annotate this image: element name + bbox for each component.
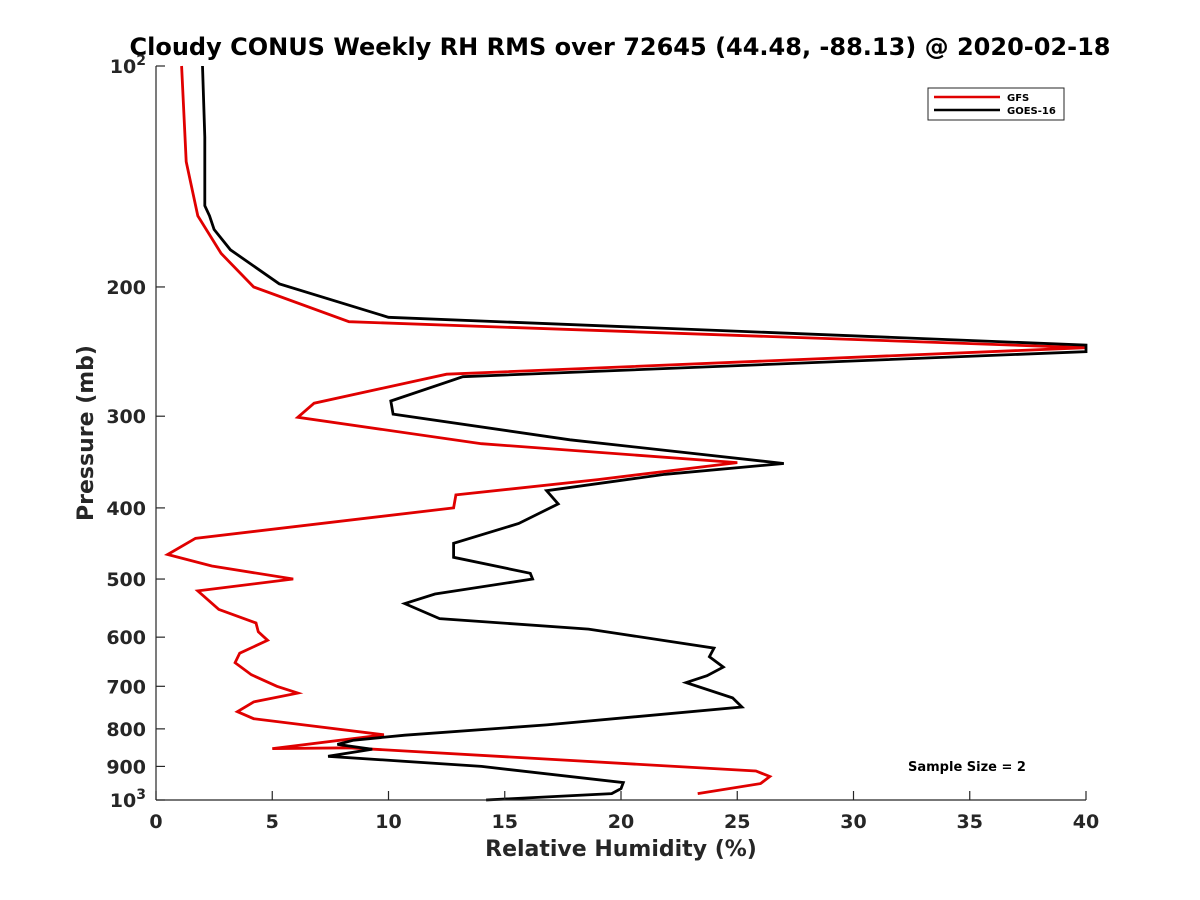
y-tick-label: 600 (106, 627, 146, 649)
x-tick-label: 5 (266, 811, 279, 833)
x-tick-label: 10 (375, 811, 401, 833)
x-tick-label: 35 (957, 811, 983, 833)
x-tick-label: 25 (724, 811, 750, 833)
legend-label-gfs: GFS (1007, 93, 1029, 104)
sample-size-annotation: Sample Size = 2 (908, 760, 1026, 775)
x-tick-label: 20 (608, 811, 634, 833)
y-tick-label: 800 (106, 719, 146, 741)
x-tick-label: 15 (492, 811, 518, 833)
y-axis-label: Pressure (mb) (74, 345, 99, 521)
legend: GFS GOES-16 (927, 87, 1065, 121)
y-tick-label: 102 (110, 53, 146, 78)
y-tick-label: 400 (106, 498, 146, 520)
y-tick-label: 200 (106, 277, 146, 299)
plot-area (156, 66, 1086, 800)
x-axis-label: Relative Humidity (%) (485, 837, 757, 862)
chart-title: Cloudy CONUS Weekly RH RMS over 72645 (4… (130, 33, 1111, 61)
x-tick-label: 40 (1073, 811, 1099, 833)
y-tick-label: 700 (106, 676, 146, 698)
y-tick-label: 500 (106, 569, 146, 591)
x-tick-label: 30 (840, 811, 866, 833)
x-tick-label: 0 (149, 811, 162, 833)
legend-label-goes16: GOES-16 (1007, 106, 1056, 117)
series-line-gfs (163, 65, 1087, 795)
y-tick-label: 103 (110, 787, 146, 812)
y-tick-label: 900 (106, 756, 146, 778)
legend-box (927, 87, 1065, 121)
x-axis-ticks: 0 5 10 15 20 25 30 35 40 (149, 791, 1099, 833)
y-axis-ticks: 102 200 300 400 500 600 700 800 900 103 (106, 53, 165, 812)
series-layer (163, 65, 1088, 802)
series-line-goes-16 (201, 65, 1088, 802)
y-tick-label: 300 (106, 406, 146, 428)
